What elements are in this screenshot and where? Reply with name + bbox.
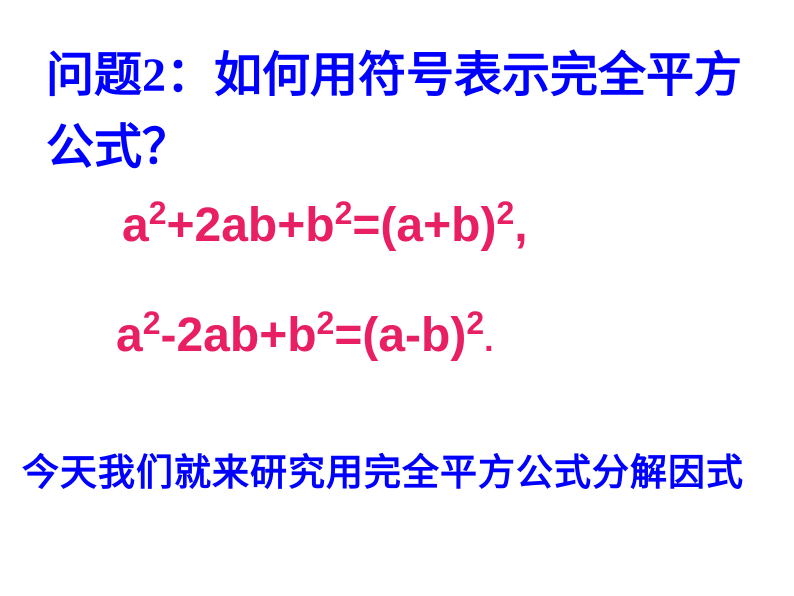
- tail-punct: .: [484, 321, 493, 359]
- term-eq: =(a+b): [352, 199, 496, 252]
- exp: 2: [335, 195, 353, 231]
- term-eq: =(a-b): [334, 309, 466, 362]
- exp: 2: [466, 305, 484, 341]
- formula-minus: a2-2ab+b2=(a-b)2.: [116, 312, 494, 360]
- exp: 2: [149, 195, 167, 231]
- formula-plus: a2+2ab+b2=(a+b)2,: [122, 202, 528, 250]
- exp: 2: [496, 195, 514, 231]
- term-a: a: [122, 199, 149, 252]
- term-mid: +2ab+b: [167, 199, 335, 252]
- term-mid: -2ab+b: [161, 309, 317, 362]
- exp: 2: [143, 305, 161, 341]
- tail-punct: ,: [514, 199, 527, 252]
- exp: 2: [317, 305, 335, 341]
- closing-statement: 今天我们就来研究用完全平方公式分解因式: [22, 442, 744, 496]
- term-a: a: [116, 309, 143, 362]
- question-heading: 问题2：如何用符号表示完全平方公式？: [46, 40, 756, 184]
